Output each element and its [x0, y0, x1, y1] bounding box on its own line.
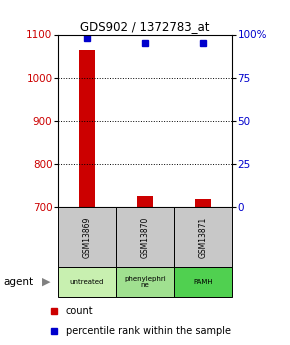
Bar: [195, 199, 211, 207]
Bar: [174, 267, 232, 297]
Text: percentile rank within the sample: percentile rank within the sample: [66, 326, 231, 336]
Text: ▶: ▶: [42, 277, 51, 287]
Text: PAMH: PAMH: [193, 279, 213, 285]
Bar: [137, 196, 153, 207]
Text: GSM13870: GSM13870: [140, 217, 150, 258]
Text: phenylephri
ne: phenylephri ne: [124, 276, 166, 288]
Bar: [79, 50, 95, 207]
Bar: [116, 267, 174, 297]
Title: GDS902 / 1372783_at: GDS902 / 1372783_at: [80, 20, 210, 33]
Text: GSM13869: GSM13869: [82, 217, 92, 258]
Bar: [58, 207, 116, 267]
Text: GSM13871: GSM13871: [198, 217, 208, 258]
Bar: [116, 207, 174, 267]
Text: untreated: untreated: [70, 279, 104, 285]
Bar: [174, 207, 232, 267]
Text: count: count: [66, 306, 93, 315]
Bar: [58, 267, 116, 297]
Text: agent: agent: [3, 277, 33, 287]
